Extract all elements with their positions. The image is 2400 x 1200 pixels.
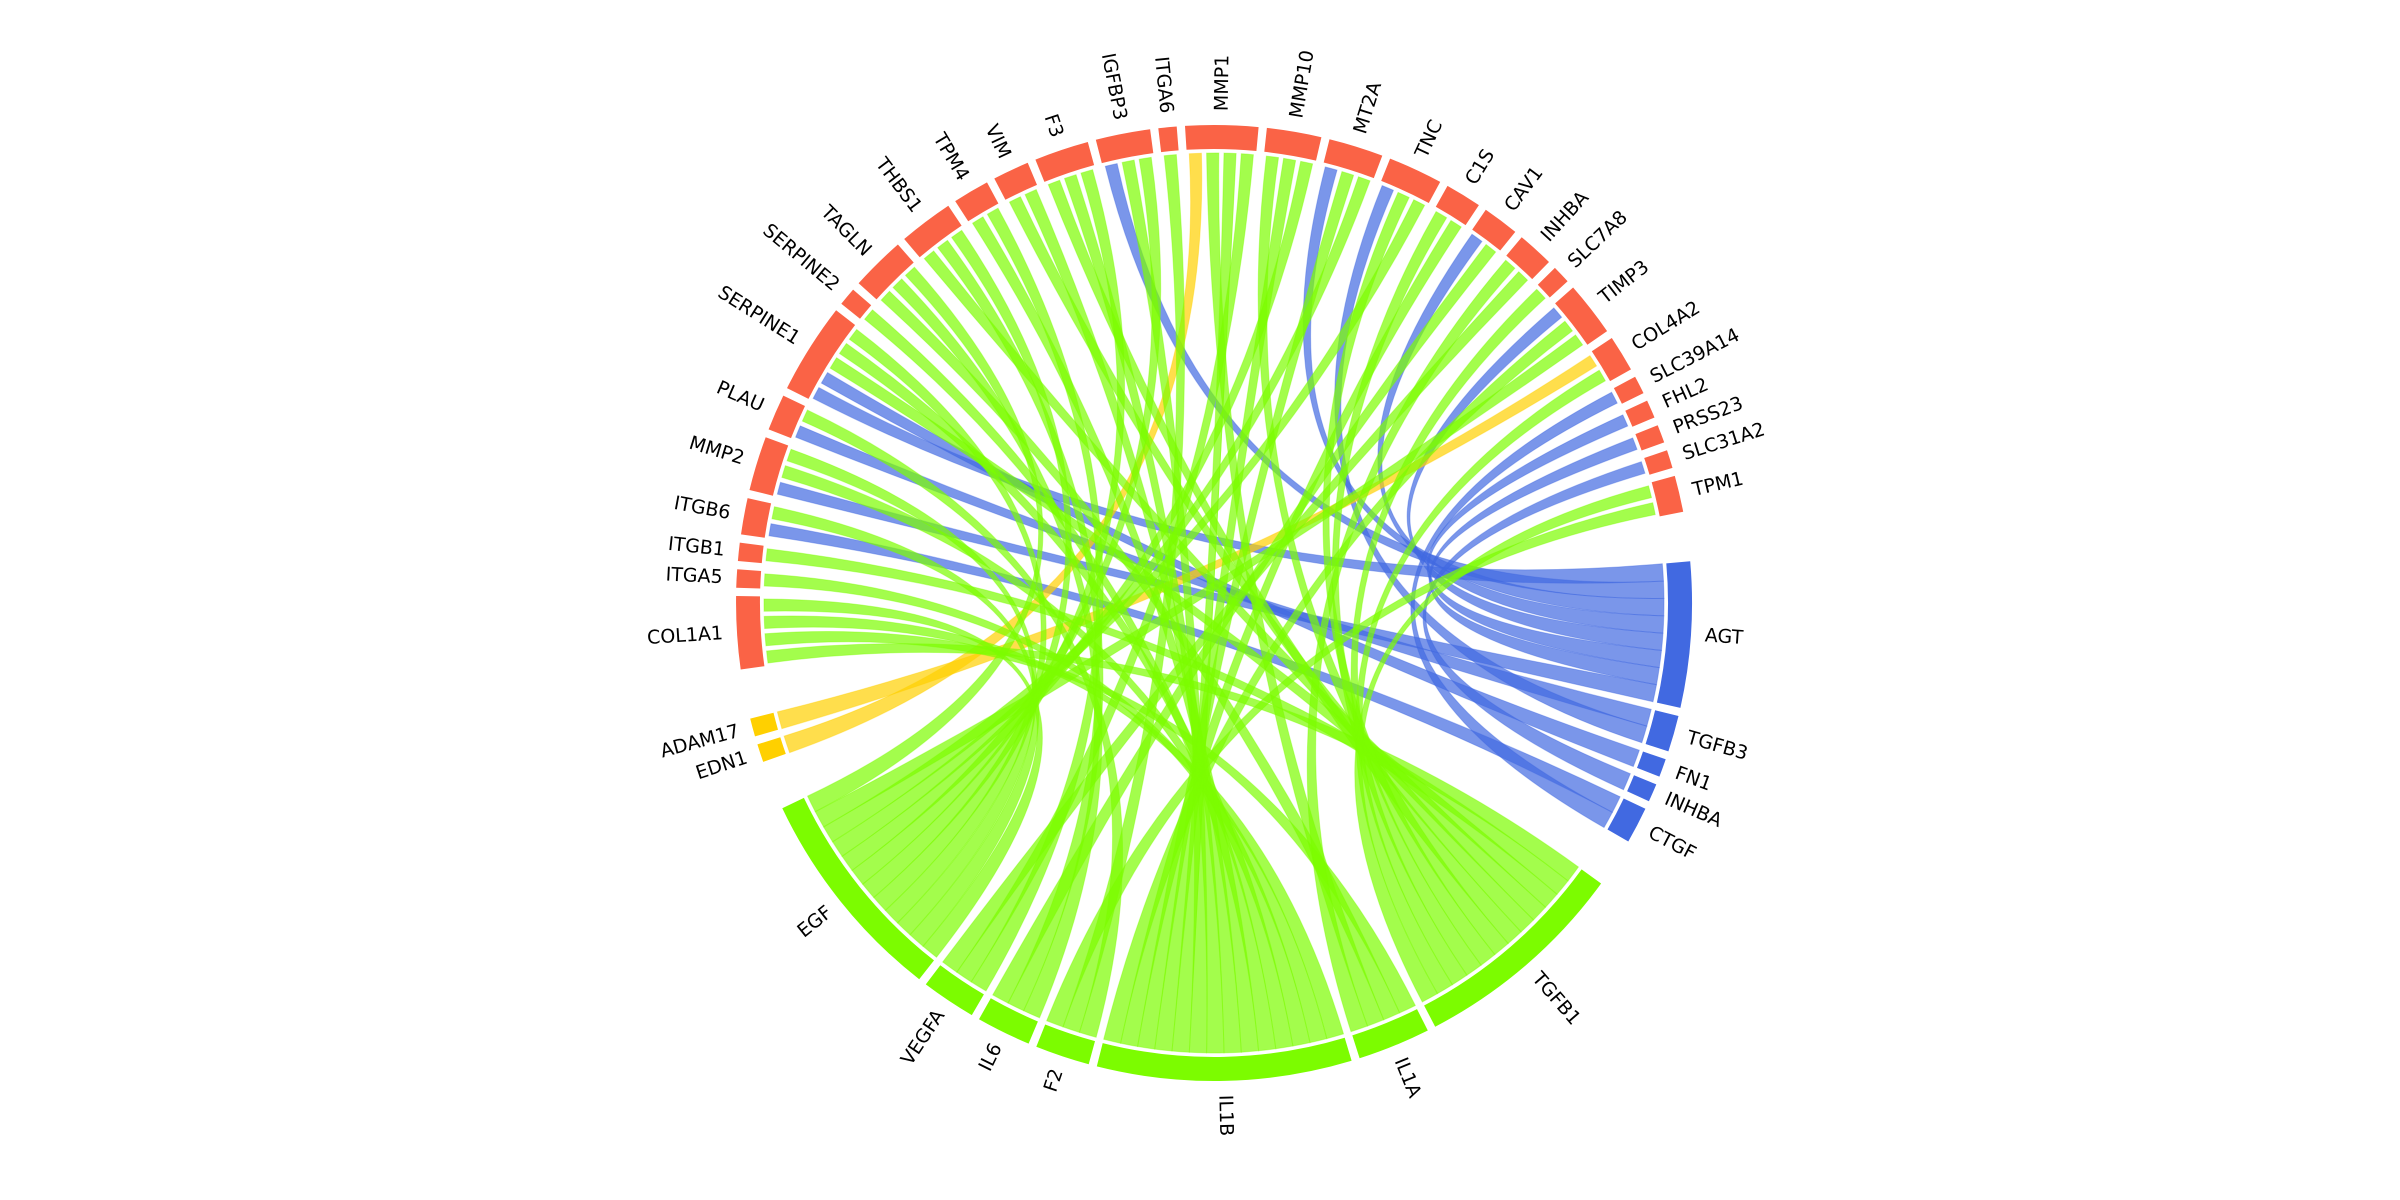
chord	[1410, 391, 1618, 829]
node-label: COL1A1	[646, 622, 723, 649]
chord	[1406, 307, 1664, 651]
node-label: MMP10	[1285, 49, 1318, 120]
node-arc	[858, 244, 914, 300]
chord	[806, 266, 1044, 813]
node-arc	[979, 998, 1038, 1044]
node-label: TAGLN	[816, 200, 876, 260]
node-label: VIM	[981, 121, 1016, 162]
node-arc	[787, 310, 856, 399]
node-arc	[757, 737, 786, 762]
node-arc	[1096, 1037, 1352, 1082]
node-label: IL1A	[1390, 1054, 1426, 1101]
node-label: IGFBP3	[1097, 51, 1132, 122]
node-arc	[1435, 185, 1479, 226]
node-arc	[1158, 126, 1179, 153]
node-arc	[1424, 869, 1602, 1027]
chords	[763, 152, 1665, 1054]
node-label: TPM4	[928, 128, 974, 184]
node-arc	[1591, 338, 1631, 382]
node-label: ITGB6	[672, 492, 732, 524]
chord	[1302, 166, 1665, 617]
node-arc	[737, 542, 764, 564]
node-arc	[1264, 127, 1322, 161]
node-arc	[750, 712, 778, 737]
node-label: AGT	[1704, 624, 1744, 649]
node-label: SERPINE1	[714, 281, 804, 349]
node-arc	[925, 965, 984, 1016]
node-arc	[1185, 125, 1259, 151]
node-arc	[782, 797, 934, 980]
node-label: THBS1	[870, 153, 926, 217]
node-label: MT2A	[1349, 79, 1386, 136]
node-arc	[1644, 450, 1673, 475]
node-label: CAV1	[1500, 162, 1548, 215]
node-label: PLAU	[713, 377, 767, 417]
node-arc	[1506, 237, 1549, 280]
chord	[1354, 485, 1653, 1003]
chord	[992, 243, 1497, 1004]
node-arc	[736, 596, 765, 670]
node-arc	[1635, 425, 1665, 451]
node-label: TNC	[1410, 116, 1447, 162]
node-arcs	[736, 125, 1693, 1082]
node-arc	[1036, 1024, 1095, 1065]
node-arc	[741, 498, 772, 538]
node-arc	[1637, 751, 1666, 777]
chord	[941, 271, 1529, 973]
node-arc	[768, 395, 805, 439]
node-arc	[841, 289, 872, 319]
node-label: TGFB3	[1683, 726, 1750, 765]
node-arc	[1472, 209, 1516, 251]
node-label: IL6	[975, 1040, 1007, 1075]
node-label: IL1B	[1214, 1095, 1237, 1137]
node-arc	[1613, 376, 1644, 404]
chord	[1428, 437, 1660, 686]
node-arc	[1627, 775, 1657, 802]
node-arc	[749, 437, 789, 496]
node-label: TIMP3	[1594, 256, 1653, 309]
node-arc	[1323, 139, 1383, 179]
node-label: TGFB1	[1527, 967, 1585, 1029]
node-label: VEGFA	[897, 1006, 950, 1070]
node-label: ITGA6	[1150, 55, 1177, 114]
node-label: F3	[1040, 111, 1068, 140]
node-label: TPM1	[1689, 468, 1745, 501]
node-arc	[904, 205, 962, 258]
chord	[1306, 259, 1516, 1033]
node-label: CTGF	[1645, 822, 1700, 865]
chord	[1377, 233, 1665, 634]
chord	[1046, 502, 1656, 1028]
node-arc	[1555, 287, 1608, 345]
node-arc	[1035, 142, 1095, 182]
node-arc	[1656, 561, 1693, 708]
node-arc	[1381, 158, 1441, 203]
node-label: ITGA5	[665, 563, 723, 588]
node-arc	[1607, 798, 1646, 842]
chord	[937, 239, 1104, 1012]
node-label: EDN1	[693, 747, 750, 785]
chord	[814, 334, 1584, 828]
node-label: ITGB1	[667, 533, 726, 561]
node-arc	[1645, 710, 1679, 752]
node-arc	[736, 569, 762, 589]
node-label: C1S	[1461, 145, 1499, 188]
node-label: MMP2	[687, 432, 747, 470]
node-arc	[1537, 267, 1568, 298]
chord	[1422, 461, 1646, 791]
chord	[1103, 320, 1574, 1044]
node-arc	[1352, 1009, 1428, 1059]
node-arc	[1651, 475, 1684, 517]
node-arc	[1625, 400, 1655, 427]
node-arc	[955, 182, 999, 222]
chord	[763, 598, 1043, 958]
node-label: INHBA	[1661, 788, 1725, 832]
chord	[771, 506, 1040, 948]
node-arc	[1095, 129, 1154, 164]
node-label: MMP1	[1211, 55, 1234, 112]
node-arc	[994, 162, 1037, 200]
node-label: F2	[1040, 1066, 1068, 1095]
node-label: EGF	[793, 901, 836, 942]
